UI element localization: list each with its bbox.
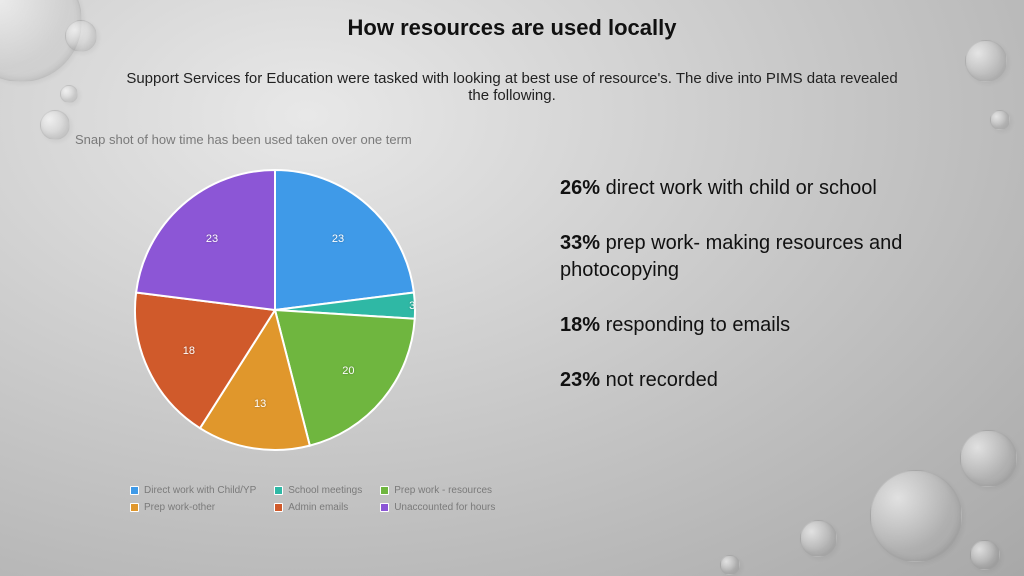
pie-slice-label: 23 (206, 233, 218, 245)
stat-percent: 18% (560, 314, 600, 336)
legend-item: Unaccounted for hours (380, 502, 495, 513)
page-title: How resources are used locally (0, 15, 1024, 41)
bubble-decoration (720, 555, 740, 575)
legend-label: Direct work with Child/YP (144, 485, 256, 496)
legend-item: School meetings (274, 485, 362, 496)
pie-chart: 23 3 20 13 18 23 (130, 165, 420, 455)
stat-text: direct work with child or school (600, 177, 877, 199)
stat-row: 33% prep work- making resources and phot… (560, 230, 964, 284)
stat-text: responding to emails (600, 314, 790, 336)
legend-item: Direct work with Child/YP (130, 485, 256, 496)
bubble-decoration (965, 40, 1007, 82)
pie-legend: Direct work with Child/YP School meetings… (130, 485, 490, 513)
stat-row: 26% direct work with child or school (560, 175, 964, 202)
legend-label: Prep work - resources (394, 485, 492, 496)
stat-text: prep work- making resources and photocop… (560, 232, 902, 281)
pie-slice-label: 23 (332, 233, 344, 245)
legend-swatch (130, 486, 139, 495)
legend-label: Prep work-other (144, 502, 215, 513)
stat-percent: 33% (560, 232, 600, 254)
legend-swatch (380, 486, 389, 495)
legend-swatch (380, 503, 389, 512)
bubble-decoration (970, 540, 1000, 570)
page-subtitle: Support Services for Education were task… (120, 70, 904, 104)
pie-slice-label: 13 (254, 398, 266, 410)
legend-swatch (274, 503, 283, 512)
bubble-decoration (60, 85, 78, 103)
bubble-decoration (870, 470, 962, 562)
pie-slice-label: 20 (342, 365, 354, 377)
pie-slice-label: 3 (409, 300, 415, 312)
legend-item: Admin emails (274, 502, 362, 513)
legend-label: Unaccounted for hours (394, 502, 495, 513)
legend-label: School meetings (288, 485, 362, 496)
bubble-decoration (960, 430, 1017, 487)
stat-percent: 23% (560, 369, 600, 391)
pie-slice-label: 18 (183, 345, 195, 357)
pie-svg (130, 165, 420, 455)
stat-text: not recorded (600, 369, 718, 391)
bubble-decoration (40, 110, 70, 140)
stat-percent: 26% (560, 177, 600, 199)
legend-swatch (130, 503, 139, 512)
stats-block: 26% direct work with child or school 33% … (560, 175, 964, 422)
stat-row: 23% not recorded (560, 367, 964, 394)
bubble-decoration (800, 520, 837, 557)
pie-slice (275, 170, 414, 310)
legend-swatch (274, 486, 283, 495)
legend-label: Admin emails (288, 502, 348, 513)
bubble-decoration (990, 110, 1010, 130)
legend-item: Prep work - resources (380, 485, 495, 496)
legend-item: Prep work-other (130, 502, 256, 513)
stat-row: 18% responding to emails (560, 312, 964, 339)
chart-caption: Snap shot of how time has been used take… (75, 132, 412, 147)
